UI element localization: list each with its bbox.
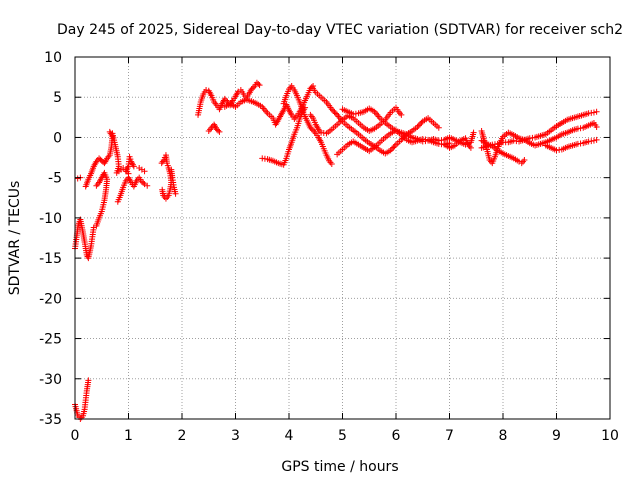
x-tick-label: 5: [338, 428, 347, 444]
data-point: [590, 137, 597, 144]
data-point: [590, 109, 597, 116]
data-point: [391, 143, 398, 150]
data-point: [144, 182, 151, 189]
data-point: [417, 121, 424, 128]
data-point: [256, 82, 263, 89]
x-axis-ticks: 0 1 2 3 4 5 6 7 8 9 10: [71, 57, 619, 444]
data-point: [74, 175, 81, 182]
data-point: [330, 107, 337, 114]
y-tick-label: -10: [39, 211, 62, 227]
data-points: [72, 79, 600, 422]
data-point: [415, 122, 422, 129]
data-point: [93, 182, 100, 189]
grid-lines: [75, 57, 610, 419]
data-point: [388, 145, 395, 152]
data-point: [308, 84, 315, 91]
data-point: [593, 123, 600, 130]
data-point: [328, 106, 335, 113]
data-point: [215, 127, 222, 134]
data-point: [593, 108, 600, 115]
data-point: [216, 128, 223, 135]
data-point: [255, 80, 262, 87]
x-tick-label: 0: [71, 428, 80, 444]
data-point: [593, 136, 600, 143]
x-tick-label: 7: [445, 428, 454, 444]
data-point: [130, 163, 137, 170]
y-tick-label: -35: [39, 412, 62, 428]
y-tick-label: -25: [39, 332, 62, 348]
data-point: [414, 123, 421, 130]
y-tick-label: 5: [53, 90, 62, 106]
data-point: [418, 119, 425, 126]
y-axis-label: SDTVAR / TECUs: [7, 181, 23, 296]
x-tick-label: 10: [601, 428, 619, 444]
y-axis-ticks: 10 5 0 -5 -10 -15 -20 -25 -30 -35: [39, 50, 610, 428]
y-tick-label: 10: [44, 50, 62, 66]
data-point: [331, 109, 338, 116]
x-tick-label: 4: [285, 428, 294, 444]
y-tick-label: -30: [39, 372, 62, 388]
x-tick-label: 9: [552, 428, 561, 444]
y-tick-label: 0: [53, 130, 62, 146]
data-point: [140, 179, 147, 186]
data-point: [470, 129, 477, 136]
data-point: [390, 144, 397, 151]
data-point: [467, 144, 474, 151]
x-tick-label: 6: [392, 428, 401, 444]
data-point: [172, 190, 179, 197]
data-point: [521, 156, 528, 163]
data-point: [387, 147, 394, 154]
data-point: [203, 86, 210, 93]
data-point: [328, 160, 335, 167]
chart-title: Day 245 of 2025, Sidereal Day-to-day VTE…: [57, 22, 623, 38]
data-point: [308, 125, 315, 132]
x-tick-label: 8: [499, 428, 508, 444]
data-point: [85, 377, 92, 384]
data-point: [141, 168, 148, 175]
data-point: [435, 124, 442, 131]
data-point: [249, 84, 256, 91]
x-tick-label: 2: [178, 428, 187, 444]
y-tick-label: -5: [48, 171, 62, 187]
data-point: [125, 170, 132, 177]
data-point: [159, 186, 166, 193]
data-point: [398, 111, 405, 118]
x-axis-label: GPS time / hours: [281, 459, 398, 475]
x-tick-label: 3: [231, 428, 240, 444]
x-tick-label: 1: [124, 428, 133, 444]
y-tick-label: -20: [39, 291, 62, 307]
y-tick-label: -15: [39, 251, 62, 267]
data-point: [332, 110, 339, 117]
